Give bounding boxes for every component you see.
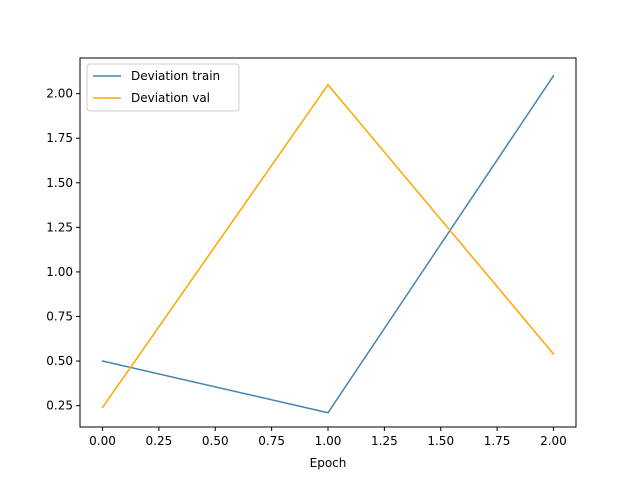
- y-tick-label: 0.75: [46, 309, 73, 323]
- plot-background: [80, 58, 576, 427]
- y-tick-label: 1.50: [46, 176, 73, 190]
- y-tick-label: 0.50: [46, 354, 73, 368]
- y-tick-label: 0.25: [46, 399, 73, 413]
- series-line-1: [101, 74, 555, 414]
- plot-area: [80, 58, 576, 427]
- series-layer: [101, 74, 555, 414]
- y-tick-label: 2.00: [46, 87, 73, 101]
- legend-label: Deviation val: [131, 91, 210, 105]
- x-tick-label: 1.00: [315, 434, 342, 448]
- x-tick-label: 0.75: [258, 434, 285, 448]
- axes-layer: 0.00 0.25 0.50 0.75 1.00 1.25 1.50 1.75 2.00 0.25…: [46, 57, 577, 448]
- y-tick-label: 1.75: [46, 131, 73, 145]
- x-tick-label: 0.00: [89, 434, 116, 448]
- x-tick-label: 1.50: [427, 434, 454, 448]
- x-axis-label: Epoch: [310, 456, 347, 470]
- x-tick-label: 1.75: [484, 434, 511, 448]
- x-tick-label: 1.25: [371, 434, 398, 448]
- x-tick-label: 2.00: [540, 434, 567, 448]
- legend-box: [86, 63, 240, 112]
- y-tick-label: 1.00: [46, 265, 73, 279]
- legend-label: Deviation train: [131, 69, 220, 83]
- y-tick-label: 1.25: [46, 220, 73, 234]
- x-tick-label: 0.25: [146, 434, 173, 448]
- legend: Deviation train Deviation val: [86, 63, 240, 112]
- series-line-2: [101, 83, 555, 409]
- x-tick-label: 0.50: [202, 434, 229, 448]
